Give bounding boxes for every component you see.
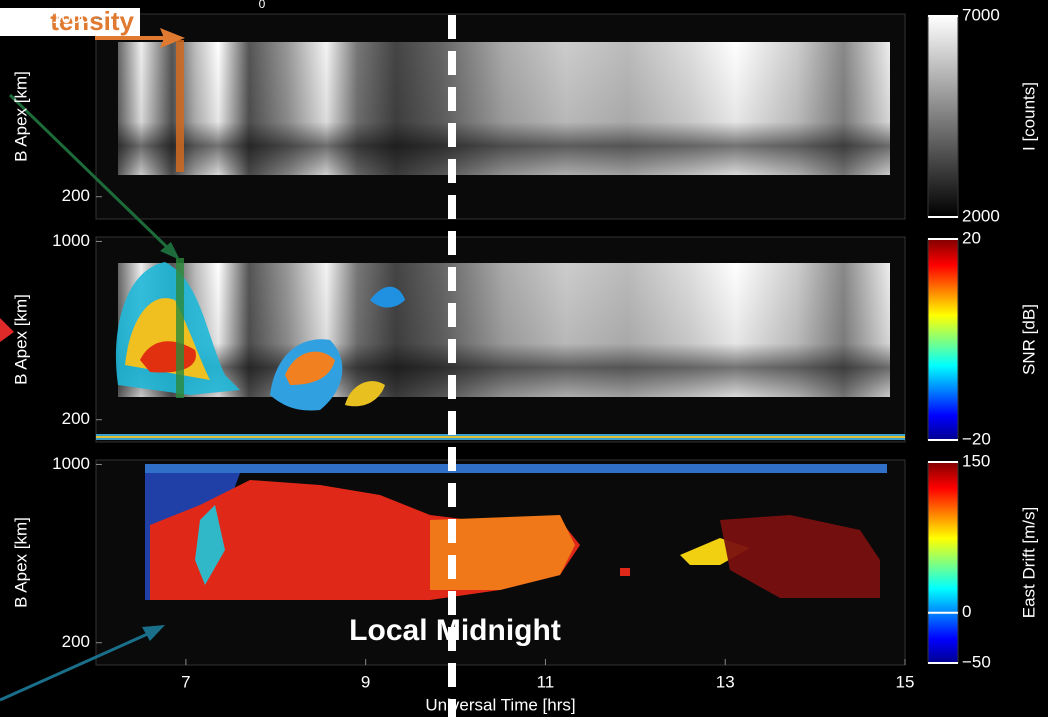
colorbar	[928, 239, 958, 440]
midnight-label: Local Midnight	[349, 614, 561, 647]
x-axis-label: Universal Time [hrs]	[425, 695, 575, 714]
colorbar-label: SNR [dB]	[1019, 304, 1038, 375]
colorbar-tick-label: 20	[962, 228, 981, 247]
colorbar-tick-label: 150	[962, 451, 990, 470]
highlight-bar	[176, 40, 184, 172]
figure: tensity 0 Local Midnight 2001000B Apex […	[0, 0, 1048, 717]
colorbar-tick-label: −20	[962, 429, 991, 448]
colorbar	[928, 16, 958, 217]
y-axis-label: B Apex [km]	[11, 294, 30, 385]
x-tick-label: 7	[181, 672, 190, 691]
y-axis-label: B Apex [km]	[11, 71, 30, 162]
intensity-image	[118, 42, 890, 175]
y-tick-label: 200	[62, 186, 90, 205]
y-tick-label: 1000	[52, 231, 90, 250]
highlight-bar	[176, 258, 184, 398]
colorbar-tick-label: 0	[962, 602, 971, 621]
colorbar-label: I [counts]	[1019, 82, 1038, 151]
x-tick-label: 13	[716, 672, 735, 691]
colorbar-label: East Drift [m/s]	[1019, 507, 1038, 618]
colorbar-tick-label: −50	[962, 652, 991, 671]
x-tick-label: 11	[537, 672, 555, 691]
x-tick-label: 9	[361, 672, 370, 691]
fragment: 0	[259, 0, 266, 11]
y-tick-label: 1000	[52, 8, 90, 27]
y-tick-label: 200	[62, 632, 90, 651]
colorbar	[928, 462, 958, 663]
y-tick-label: 1000	[52, 454, 90, 473]
colorbar-tick-label: 7000	[962, 5, 1000, 24]
x-tick-label: 15	[896, 672, 915, 691]
colorbar-tick-label: 2000	[962, 206, 1000, 225]
y-tick-label: 200	[62, 409, 90, 428]
y-axis-label: B Apex [km]	[11, 517, 30, 608]
